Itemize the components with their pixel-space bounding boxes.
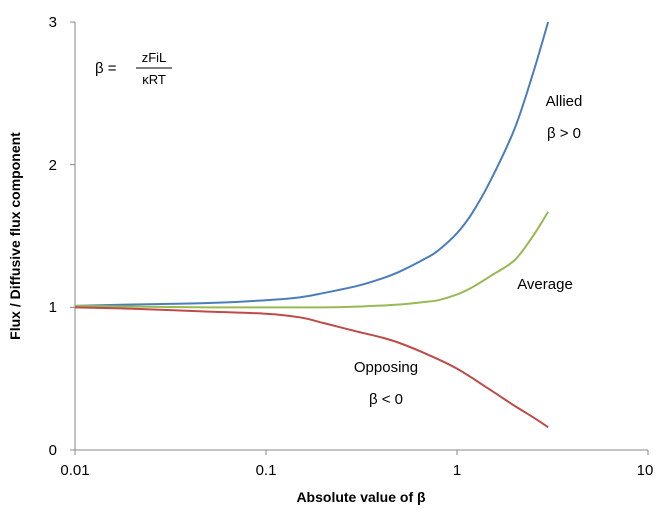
annotation-average-label: Average [517, 276, 573, 293]
x-tick-label: 10 [637, 462, 654, 479]
beta-equation: β = zFiL κRT [95, 50, 172, 87]
series-line-opposing [74, 306, 549, 429]
y-tick-label: 1 [49, 299, 57, 316]
annotation-opposing-condition: β < 0 [369, 391, 403, 408]
equation-denominator: κRT [142, 72, 166, 87]
x-tick-label: 1 [453, 462, 461, 479]
x-tick-marks [74, 450, 649, 455]
series-line-allied [74, 21, 550, 307]
series-line-average [74, 211, 549, 309]
y-tick-label: 0 [49, 442, 57, 459]
annotation-allied-condition: β > 0 [547, 125, 581, 142]
y-tick-label: 3 [49, 14, 57, 31]
annotation-opposing-label: Opposing [354, 359, 418, 376]
equation-lhs: β = [95, 60, 117, 77]
x-tick-label: 0.1 [256, 462, 277, 479]
y-tick-marks [70, 21, 75, 451]
annotation-allied-label: Allied [546, 93, 583, 110]
plot-area [75, 22, 648, 450]
y-axis-title: Flux / Diffusive flux component [7, 132, 23, 340]
x-tick-label: 0.01 [60, 462, 89, 479]
y-tick-label: 2 [49, 157, 57, 174]
equation-numerator: zFiL [142, 50, 167, 65]
x-axis-title: Absolute value of β [296, 489, 426, 505]
